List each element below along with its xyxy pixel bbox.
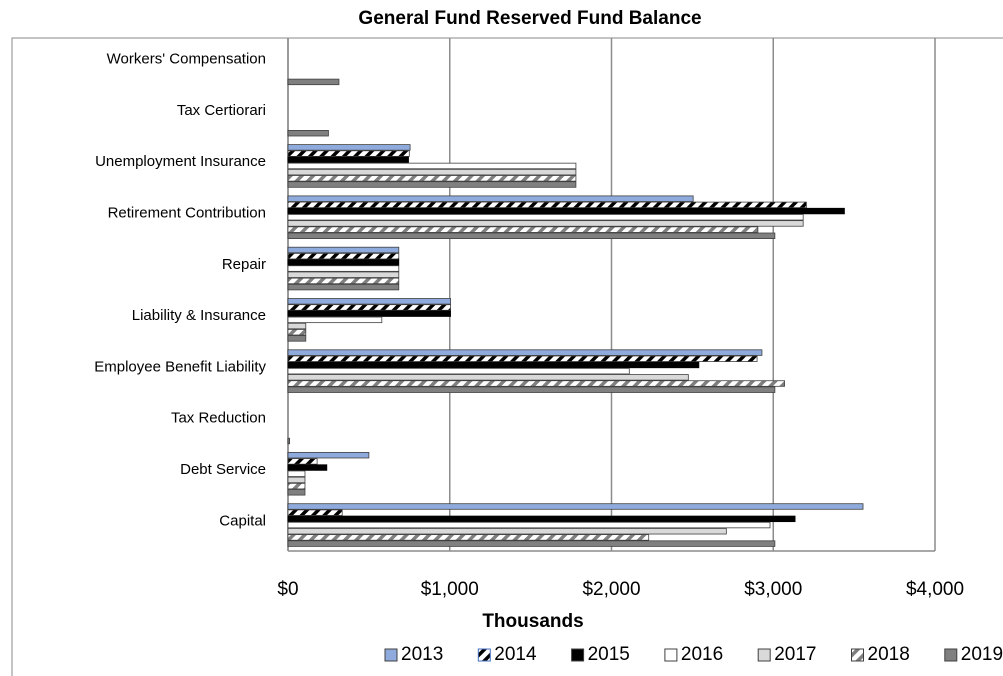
bar [287, 521, 771, 529]
legend-swatch [664, 648, 678, 662]
bar [287, 195, 694, 202]
y-tick-label: Debt Service [180, 461, 266, 478]
bar [287, 489, 306, 496]
bar [287, 220, 804, 227]
bar [287, 367, 630, 375]
bar [287, 252, 400, 260]
bar [287, 181, 577, 188]
y-tick-label: Employee Benefit Liability [94, 358, 266, 375]
bar [287, 528, 727, 535]
bar [287, 534, 650, 541]
bar [287, 380, 785, 387]
y-tick-label: Repair [222, 256, 266, 273]
bar [287, 271, 400, 278]
bar [287, 349, 763, 356]
bar [287, 310, 451, 317]
y-tick-label: Capital [219, 512, 266, 529]
bar [287, 214, 804, 221]
bar [287, 540, 776, 547]
bar [287, 168, 577, 176]
x-tick-label: $4,000 [906, 579, 964, 600]
bar [287, 458, 318, 465]
bar [287, 277, 400, 285]
bar [287, 298, 451, 305]
bar [287, 130, 329, 137]
bar [287, 335, 307, 342]
bar [287, 515, 796, 523]
bar [287, 246, 400, 254]
bar [287, 144, 411, 151]
y-tick-label: Workers' Compensation [107, 51, 266, 68]
legend-swatch [571, 648, 585, 662]
bar [287, 259, 400, 266]
bar [287, 322, 307, 330]
bar [287, 503, 864, 510]
bar [287, 283, 400, 291]
bar [287, 451, 370, 459]
legend-swatch [851, 648, 864, 662]
bar [287, 232, 776, 239]
x-tick-label: $0 [277, 579, 298, 600]
bar [287, 386, 776, 393]
legend-label: 2019 [961, 644, 1003, 665]
bar [287, 476, 306, 484]
bar [287, 482, 306, 490]
bar [287, 316, 383, 324]
bar [287, 509, 343, 516]
legend-swatch [477, 648, 491, 662]
legend-label: 2013 [401, 644, 443, 665]
bar [287, 265, 400, 272]
y-tick-label: Tax Reduction [171, 410, 266, 427]
y-tick-label: Tax Certiorari [177, 102, 266, 119]
chart-title: General Fund Reserved Fund Balance [358, 8, 701, 29]
y-tick-label: Retirement Contribution [108, 205, 266, 222]
chart-frame [11, 37, 1003, 676]
bar [287, 304, 451, 311]
legend-swatch [757, 648, 771, 662]
bar [287, 175, 577, 182]
bar [287, 162, 577, 170]
bar [287, 201, 807, 209]
bar [287, 374, 689, 381]
y-tick-label: Liability & Insurance [132, 307, 266, 324]
bar [287, 355, 758, 362]
bar [287, 156, 409, 163]
x-axis-label: Thousands [482, 611, 583, 632]
legend-label: 2017 [774, 644, 816, 665]
y-tick-label: Unemployment Insurance [95, 153, 266, 170]
legend-swatch [944, 648, 958, 662]
bar [287, 470, 306, 477]
bar [287, 150, 410, 157]
bar [287, 437, 291, 445]
x-tick-label: $3,000 [744, 579, 802, 600]
bar [287, 207, 845, 215]
legend-label: 2014 [494, 644, 537, 665]
legend-label: 2016 [681, 644, 723, 665]
x-tick-label: $2,000 [582, 579, 640, 600]
legend-label: 2015 [588, 644, 630, 665]
legend-swatch [384, 648, 398, 662]
legend-label: 2018 [868, 644, 910, 665]
x-tick-label: $1,000 [421, 579, 479, 600]
bar [287, 329, 307, 336]
bar [287, 464, 328, 471]
bar [287, 361, 700, 369]
bar [287, 78, 340, 86]
bar [287, 226, 759, 233]
